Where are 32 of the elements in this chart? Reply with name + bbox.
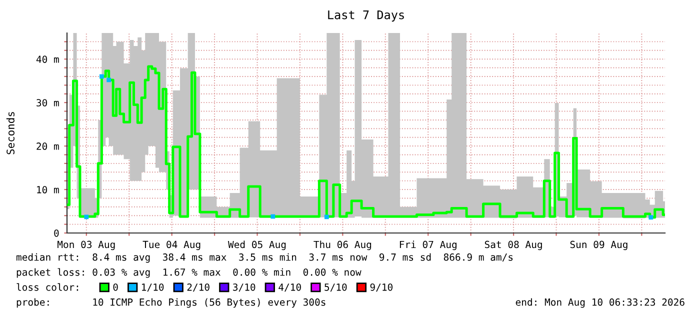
x-tick-label: Wed 05 Aug: [228, 240, 286, 250]
legend-label: 1/10: [142, 283, 164, 292]
legend-label: 3/10: [233, 283, 256, 292]
x-tick-label: Tue 04 Aug: [142, 240, 200, 250]
chart-title: Last 7 Days: [328, 10, 404, 22]
text: median rtt: 8.4 ms avg 38.4 ms max 3.5 ms min 3.7 ms now 9.7 ms sd 866.9 m am/s: [16, 253, 513, 263]
y-tick-label: 0: [54, 230, 59, 237]
x-tick-label: Mon 03 Aug: [58, 240, 115, 250]
legend-label: 9/10: [370, 283, 393, 292]
x-tick-label: Sat 08 Aug: [484, 240, 542, 250]
point: [106, 78, 112, 82]
text: probe: 10 ICMP Echo Pings (56 Bytes) every 300s: [16, 298, 326, 308]
point: [324, 214, 329, 220]
y-tick-label: 40 m: [36, 56, 59, 63]
y-tick-label: 30 m: [36, 99, 59, 106]
legend-label: 2/10: [187, 283, 210, 292]
legend-label: 0: [113, 283, 118, 291]
y-tick-label: 20 m: [36, 142, 59, 150]
x-tick-label: Sun 09 Aug: [570, 240, 628, 250]
point: [648, 215, 654, 220]
point: [100, 74, 104, 79]
point: [84, 214, 89, 220]
y-tick-label: 10 m: [37, 186, 59, 194]
legend-label: 4/10: [278, 283, 301, 292]
y-axis-title: Seconds: [6, 112, 14, 154]
text: end: Mon Aug 10 06:33:23 2026: [516, 298, 684, 308]
point: [270, 214, 276, 219]
x-tick-label: Fri 07 Aug: [400, 240, 456, 250]
legend-title: loss color:: [16, 283, 78, 291]
legend-label: 5/10: [324, 283, 347, 292]
text: packet loss: 0.03 % avg 1.67 % max 0.00 % min 0.00 % now: [16, 268, 362, 278]
x-tick-label: Thu 06 Aug: [314, 240, 372, 250]
